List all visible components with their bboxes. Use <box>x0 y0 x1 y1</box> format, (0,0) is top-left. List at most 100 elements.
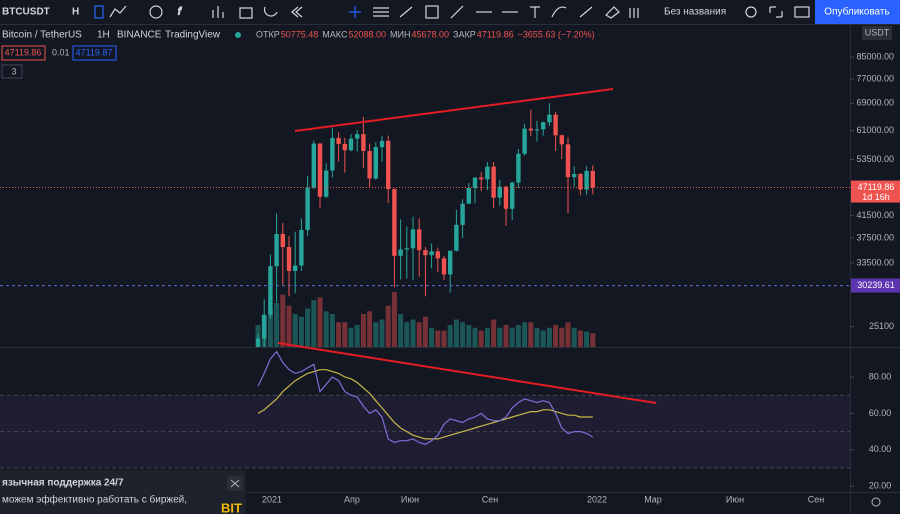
candle-body <box>330 137 335 171</box>
candle-body <box>485 166 490 180</box>
candle-body <box>429 251 434 256</box>
candle-body <box>286 247 292 271</box>
candle-body <box>417 229 422 251</box>
publish-label[interactable]: Опубликовать <box>824 6 889 18</box>
notice <box>0 470 246 514</box>
last-price: 47119.86 <box>858 182 895 192</box>
rsi-line <box>257 350 594 445</box>
candle-body <box>528 128 533 131</box>
fib-icon[interactable] <box>373 7 389 17</box>
snapshot-icon[interactable] <box>794 6 810 18</box>
candle-body <box>398 249 403 256</box>
candle-body <box>572 173 577 178</box>
volume-bar <box>435 330 441 347</box>
close-icon[interactable] <box>230 479 240 488</box>
volume-bar <box>360 314 366 347</box>
trend-icon[interactable] <box>450 5 464 19</box>
time-label: 2022 <box>587 494 607 504</box>
volume-bar <box>453 319 459 347</box>
candle-body <box>497 186 502 198</box>
level-box <box>851 278 900 293</box>
candle-body <box>584 170 589 190</box>
volume-bar <box>534 327 540 347</box>
candle-body <box>510 182 515 209</box>
volume-bar <box>484 327 490 347</box>
toolbar <box>0 0 900 24</box>
indicators-toggle[interactable] <box>1 64 23 79</box>
ohlc-label: ЗАКР <box>453 29 476 39</box>
candles-icon[interactable] <box>94 5 104 19</box>
settings-icon[interactable] <box>745 6 757 18</box>
buy-price[interactable]: 47119.87 <box>76 47 113 57</box>
candle-body <box>466 188 471 204</box>
back-icon[interactable] <box>291 6 303 18</box>
eraser-icon[interactable] <box>605 6 620 19</box>
shape-icon[interactable] <box>425 5 439 19</box>
fullscreen-icon[interactable] <box>769 6 783 18</box>
ohlc-change: −3655.63 (−7.20%) <box>518 29 595 39</box>
volume-bar <box>466 325 472 347</box>
ohlc: ОТКР 50775.48 МАКС 52088.00 МИН 45678.00 ЗАКР 4… <box>256 29 595 39</box>
notice-title: язычная поддержка 24/7 <box>2 478 124 489</box>
time-label: Сен <box>808 494 825 504</box>
candle-body <box>268 266 273 315</box>
measure-icon[interactable] <box>579 6 593 18</box>
trend-line[interactable] <box>294 88 614 132</box>
y-tick-label: 33500.00 <box>856 257 894 267</box>
candle-body <box>311 143 316 188</box>
volume-bar <box>274 303 280 347</box>
candle-body <box>342 143 347 151</box>
candle-body <box>262 314 267 339</box>
pattern-icon[interactable] <box>399 6 413 18</box>
time-label: Июн <box>726 494 744 504</box>
candle-body <box>547 114 552 123</box>
layout-icon[interactable] <box>629 8 639 18</box>
candle-body <box>280 233 285 248</box>
candle-body <box>454 224 459 251</box>
templates-icon[interactable] <box>212 6 224 18</box>
chart: 25100 33500.00 37500.00 41500.00 53500.00 610… <box>0 52 900 491</box>
volume-bar <box>267 308 273 347</box>
replay-icon[interactable] <box>263 6 278 17</box>
crosshair-icon[interactable] <box>349 6 361 18</box>
candle-body <box>578 173 583 190</box>
volume-bar <box>329 314 335 347</box>
volume-bar <box>553 325 559 347</box>
volume-bar <box>323 311 329 347</box>
y-tick-label: 77000.00 <box>856 73 894 83</box>
legend-interval: 1H <box>97 30 110 41</box>
sell-box[interactable] <box>1 45 46 61</box>
volume-bar <box>342 322 348 347</box>
text-icon[interactable] <box>530 6 540 18</box>
layout-name[interactable]: Без названия <box>664 7 726 18</box>
candle-body <box>559 135 564 145</box>
ohlc-label: ОТКР <box>256 29 280 39</box>
legend-exchange: BINANCE <box>117 30 162 41</box>
candle-body <box>348 138 354 151</box>
symbol-button[interactable]: BTCUSDT <box>2 7 50 18</box>
candle-body <box>361 134 366 151</box>
candle-body <box>274 233 279 267</box>
axis-settings[interactable] <box>871 497 881 507</box>
volume-bar <box>429 327 435 347</box>
volume-bar <box>522 322 528 347</box>
interval-button[interactable]: H <box>72 7 79 18</box>
trend-line[interactable] <box>277 342 657 404</box>
time-label: Сен <box>482 494 499 504</box>
indicators-count[interactable]: 3 <box>11 66 16 76</box>
sell-price[interactable]: 47119.86 <box>5 47 42 57</box>
market-status <box>235 32 241 38</box>
compare-icon[interactable] <box>109 5 127 18</box>
buy-box[interactable] <box>72 45 117 61</box>
alert-icon[interactable] <box>239 7 253 19</box>
candle-body <box>299 229 304 266</box>
volume-bar <box>571 327 577 347</box>
indicators-icon[interactable]: f <box>177 6 182 18</box>
add-icon[interactable] <box>149 5 163 19</box>
publish-button[interactable] <box>815 0 900 24</box>
ohlc-value: 47119.86 <box>477 29 514 39</box>
brush-icon[interactable] <box>551 6 567 18</box>
volume-bar <box>280 294 286 347</box>
volume-bar <box>559 327 565 347</box>
